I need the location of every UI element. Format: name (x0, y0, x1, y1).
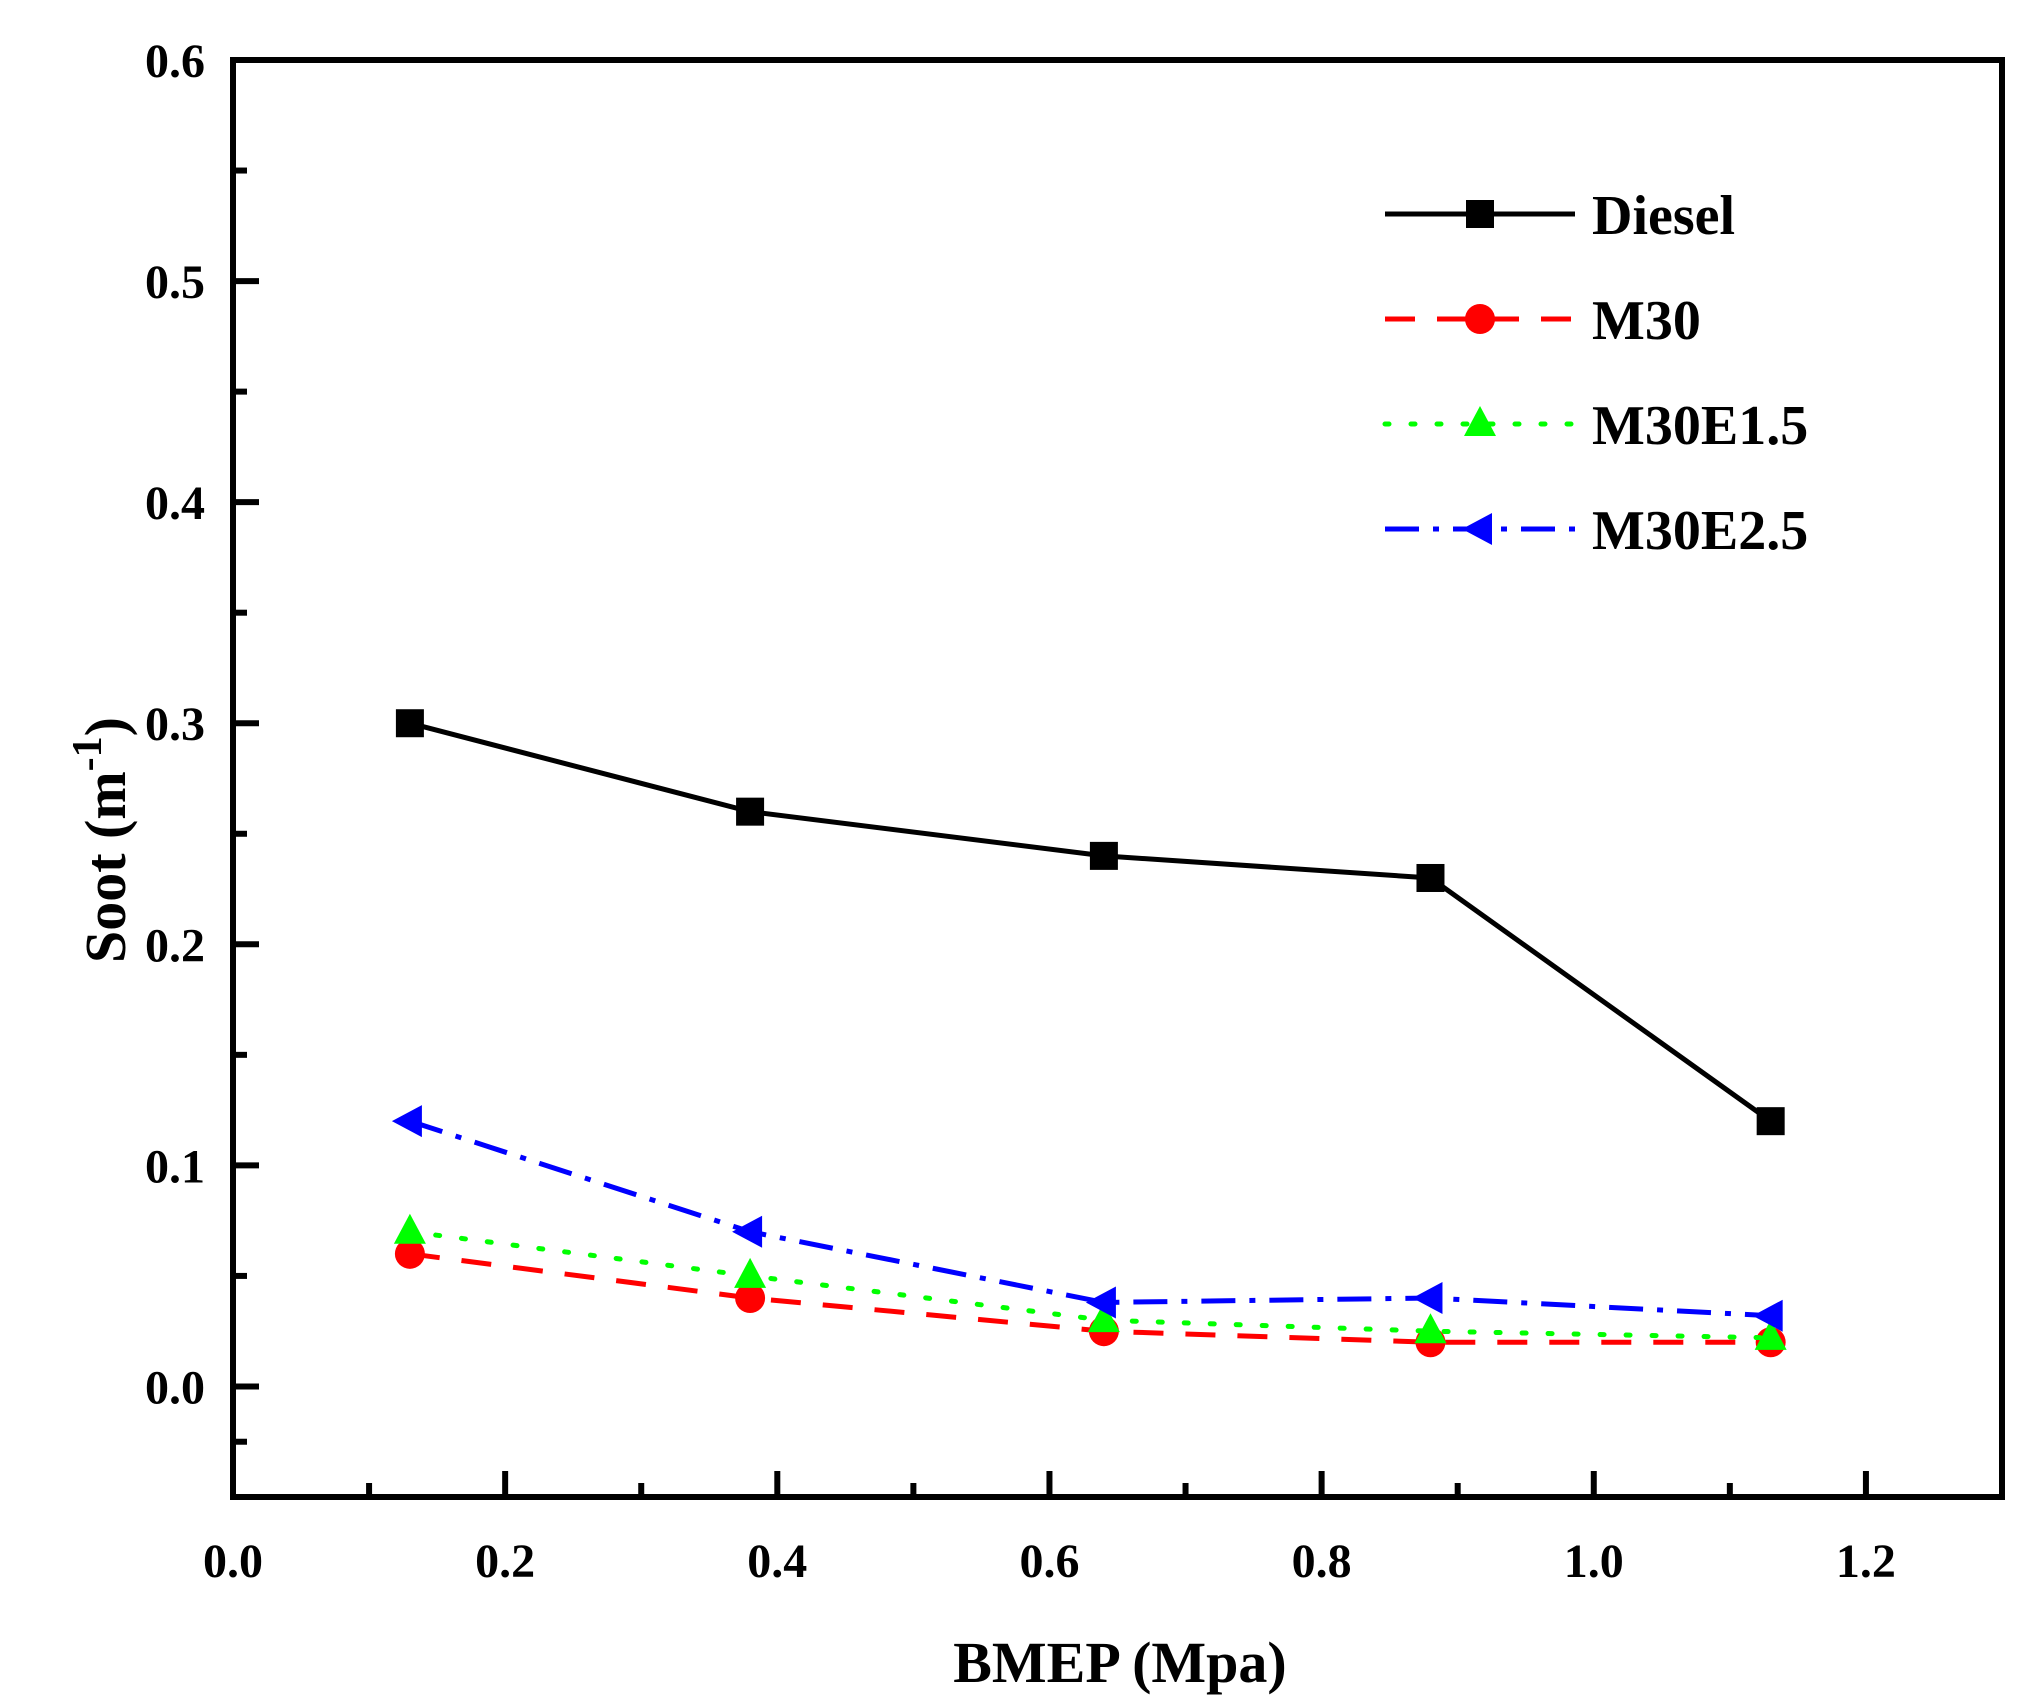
data-point (732, 1215, 763, 1248)
y-tick-label: 0.4 (145, 477, 205, 530)
y-tick-label: 0.5 (145, 256, 205, 309)
y-axis-title-close: ) (73, 717, 138, 736)
x-axis-ticks (230, 1471, 1869, 1497)
data-point (1752, 1299, 1783, 1332)
y-tick-label: 0.3 (145, 698, 205, 751)
data-point (1756, 1107, 1785, 1136)
legend-item: M30E2.5 (1385, 500, 1808, 562)
x-tick-label: 0.6 (1019, 1535, 1079, 1588)
legend-item: M30 (1385, 290, 1701, 352)
legend-marker (1466, 200, 1494, 228)
data-point (1087, 1302, 1120, 1333)
data-point (1414, 1313, 1447, 1344)
data-point (394, 1238, 425, 1269)
legend-label: M30 (1592, 290, 1701, 352)
x-tick-label: 0.8 (1292, 1535, 1352, 1588)
x-tick-label: 0.0 (203, 1535, 263, 1588)
data-point (736, 797, 765, 826)
data-point (734, 1257, 767, 1288)
x-tick-label: 0.4 (747, 1535, 807, 1588)
y-tick-label: 0.2 (145, 919, 205, 972)
data-point (1412, 1282, 1443, 1315)
series-line (409, 720, 1773, 1124)
data-point (1754, 1319, 1787, 1350)
legend-label: M30E1.5 (1592, 395, 1808, 457)
x-tick-label: 0.2 (475, 1535, 535, 1588)
y-tick-label: 0.0 (145, 1361, 205, 1414)
legend-label: M30E2.5 (1592, 500, 1808, 562)
data-point (393, 1213, 426, 1244)
x-axis-title: BMEP (Mpa) (953, 1630, 1286, 1695)
x-tick-label: 1.2 (1836, 1535, 1896, 1588)
x-tick-label: 1.0 (1564, 1535, 1624, 1588)
y-axis-title: Soot (m-1) (65, 717, 138, 963)
y-tick-label: 0.1 (145, 1140, 205, 1193)
plot-frame (230, 57, 2005, 1500)
data-point (1416, 863, 1445, 892)
series-diesel (395, 709, 1785, 1136)
y-tick-label: 0.6 (145, 35, 205, 88)
data-point (1089, 841, 1118, 870)
data-point (735, 1283, 766, 1314)
y-axis-title-superscript: -1 (65, 736, 111, 771)
legend-item: Diesel (1385, 185, 1735, 247)
series-line (409, 1118, 1771, 1319)
data-point (391, 1105, 422, 1138)
y-axis-title-main: Soot (m (73, 771, 138, 963)
legend-marker (1462, 513, 1492, 545)
data-point (395, 709, 424, 738)
legend-marker (1464, 406, 1496, 436)
legend-marker (1465, 304, 1495, 334)
legend: Diesel M30 M30E1.5 M30E2.5 (1382, 185, 1808, 562)
y-axis-ticks (233, 57, 259, 1445)
series-m30e1-5 (393, 1213, 1787, 1350)
series-line (407, 1229, 1774, 1341)
series-m30e2-5 (391, 1105, 1783, 1332)
legend-item: M30E1.5 (1382, 395, 1808, 457)
series-layer (391, 709, 1787, 1358)
data-point (1085, 1286, 1116, 1319)
y-tick-labels: 0.0 0.1 0.2 0.3 0.4 0.5 0.6 (145, 35, 205, 1414)
x-tick-labels: 0.0 0.2 0.4 0.6 0.8 1.0 1.2 (203, 1535, 1896, 1588)
legend-label: Diesel (1592, 185, 1735, 247)
